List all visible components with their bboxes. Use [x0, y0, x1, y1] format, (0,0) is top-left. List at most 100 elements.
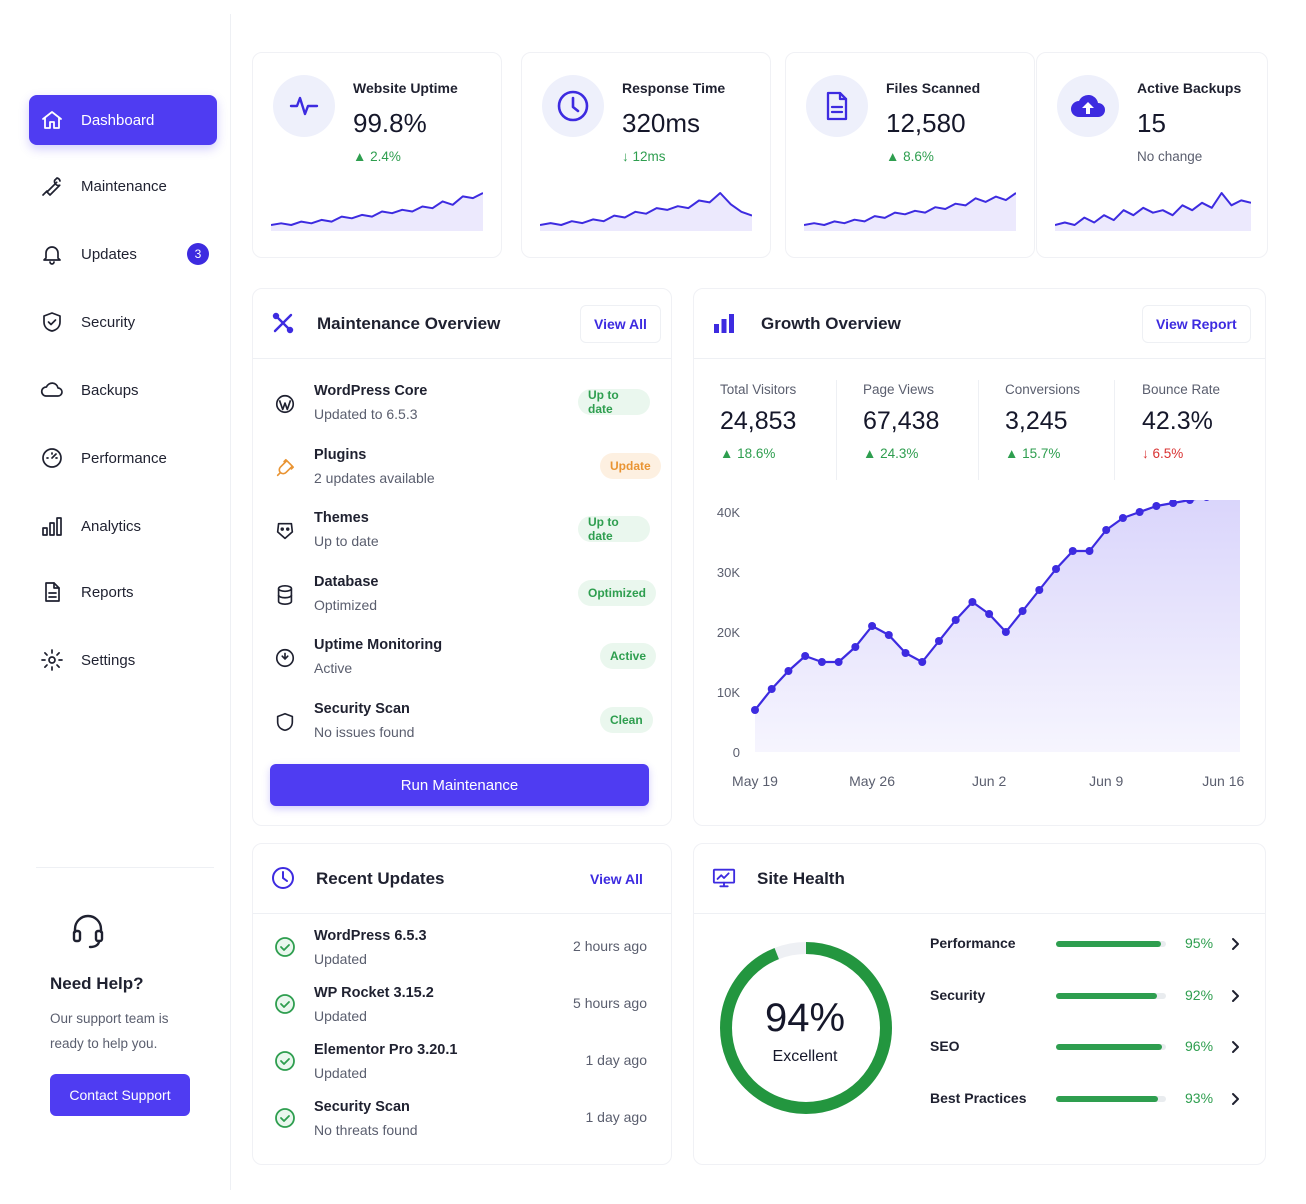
update-subtitle: Updated — [314, 951, 367, 967]
panel-title: Site Health — [757, 869, 845, 888]
gear-icon — [39, 647, 65, 673]
health-progress-fill — [1056, 1095, 1159, 1102]
sidebar-item-updates[interactable]: Updates 3 — [29, 229, 217, 279]
data-point[interactable] — [851, 643, 860, 651]
chevron-right-icon[interactable] — [1226, 1088, 1246, 1110]
help-title: Need Help? — [50, 974, 144, 993]
data-point[interactable] — [951, 616, 960, 624]
arrow-up-icon: ▲ — [886, 149, 904, 164]
sidebar-item-security[interactable]: Security — [29, 297, 217, 347]
y-tick-label: 0 — [733, 745, 740, 760]
check-circle-icon — [274, 936, 296, 958]
home-icon — [39, 107, 65, 133]
contact-support-button[interactable]: Contact Support — [50, 1074, 190, 1116]
status-badge: Active — [600, 643, 657, 670]
y-tick-label: 40K — [717, 505, 740, 520]
view-report-link[interactable]: View Report — [1142, 305, 1251, 343]
data-point[interactable] — [918, 658, 927, 666]
divider — [978, 380, 979, 480]
maintenance-view-all-link[interactable]: View All — [580, 305, 661, 343]
chevron-right-icon[interactable] — [1226, 985, 1246, 1007]
health-item-security[interactable]: Security 92% — [930, 985, 1250, 1009]
metric-delta-value: 6.5% — [1152, 446, 1184, 461]
health-item-best-practices[interactable]: Best Practices 93% — [930, 1088, 1250, 1112]
maintenance-overview-panel: Maintenance Overview View All — [252, 288, 672, 826]
maintenance-item-title: WordPress Core — [314, 383, 428, 399]
data-point[interactable] — [1052, 565, 1061, 573]
data-point[interactable] — [1203, 500, 1211, 501]
arrow-down-icon: ↓ — [1142, 446, 1153, 461]
x-tick-label: May 19 — [732, 773, 778, 789]
data-point[interactable] — [1001, 628, 1010, 636]
sidebar-item-reports[interactable]: Reports — [29, 567, 217, 617]
data-point[interactable] — [1169, 500, 1178, 507]
metric-conversions: Conversions 3,245 ▲ 15.7% — [1005, 382, 1080, 461]
panel-title: Growth Overview — [761, 314, 901, 333]
clock-icon — [271, 866, 295, 890]
run-maintenance-button[interactable]: Run Maintenance — [270, 764, 649, 806]
data-point[interactable] — [968, 598, 977, 606]
data-point[interactable] — [1118, 514, 1127, 522]
sidebar-item-performance[interactable]: Performance — [29, 433, 217, 483]
update-subtitle: Updated — [314, 1008, 367, 1024]
stat-label: Files Scanned — [886, 80, 981, 96]
sidebar: Dashboard Maintenance Updates 3 Security… — [14, 14, 231, 1190]
sidebar-item-maintenance[interactable]: Maintenance — [29, 161, 217, 211]
stat-label: Active Backups — [1137, 80, 1242, 96]
sidebar-item-label: Dashboard — [81, 111, 155, 129]
stat-card-active-backups: Active Backups 15 No change — [1036, 52, 1268, 258]
status-badge: Up to date — [578, 388, 650, 416]
data-point[interactable] — [1135, 508, 1144, 516]
data-point[interactable] — [1035, 586, 1044, 594]
wordpress-icon — [270, 389, 300, 419]
x-tick-label: Jun 16 — [1202, 773, 1244, 789]
health-item-seo[interactable]: SEO 96% — [930, 1036, 1250, 1060]
stat-delta: ▲ 8.6% — [886, 149, 934, 164]
data-point[interactable] — [1085, 547, 1094, 555]
sidebar-item-dashboard[interactable]: Dashboard — [29, 95, 217, 145]
data-point[interactable] — [817, 658, 826, 666]
metric-value: 42.3% — [1142, 407, 1213, 435]
sparkline-line — [271, 192, 483, 226]
check-circle-icon — [274, 1050, 296, 1072]
data-point[interactable] — [767, 685, 776, 693]
data-point[interactable] — [834, 658, 843, 666]
sidebar-item-analytics[interactable]: Analytics — [29, 501, 217, 551]
update-subtitle: Updated — [314, 1065, 367, 1081]
data-point[interactable] — [884, 631, 893, 639]
data-point[interactable] — [1068, 547, 1077, 555]
x-tick-label: Jun 2 — [972, 773, 1006, 789]
chevron-right-icon[interactable] — [1226, 1036, 1246, 1058]
wrench-icon — [39, 173, 65, 199]
data-point[interactable] — [801, 652, 810, 660]
data-point[interactable] — [985, 610, 994, 618]
arrow-up-icon: ▲ — [720, 446, 738, 461]
data-point[interactable] — [1018, 607, 1027, 615]
clock-icon — [542, 75, 604, 137]
health-item-performance[interactable]: Performance 95% — [930, 933, 1250, 957]
data-point[interactable] — [1102, 526, 1111, 534]
maintenance-item-uptime-monitoring: Uptime Monitoring Active Active — [270, 637, 657, 697]
data-point[interactable] — [901, 649, 910, 657]
maintenance-item-subtitle: No issues found — [314, 724, 415, 740]
stat-value: 320ms — [622, 108, 701, 138]
data-point[interactable] — [1152, 502, 1161, 510]
data-point[interactable] — [934, 637, 943, 645]
chevron-right-icon[interactable] — [1226, 933, 1246, 955]
status-badge[interactable]: Update — [600, 452, 661, 479]
data-point[interactable] — [784, 667, 793, 675]
shield-icon — [39, 309, 65, 335]
sidebar-item-backups[interactable]: Backups — [29, 365, 217, 415]
gauge-icon — [39, 445, 65, 471]
data-point[interactable] — [1185, 500, 1194, 504]
status-badge: Clean — [600, 707, 653, 733]
arrow-up-icon: ▲ — [353, 149, 371, 164]
health-score-value: 94% — [764, 996, 846, 1040]
updates-view-all-link[interactable]: View All — [577, 860, 656, 898]
arrow-up-icon: ▲ — [863, 446, 881, 461]
bell-icon — [39, 241, 65, 267]
maintenance-item-title: Security Scan — [314, 701, 410, 717]
sidebar-item-settings[interactable]: Settings — [29, 635, 217, 685]
data-point[interactable] — [868, 622, 877, 630]
data-point[interactable] — [751, 706, 759, 714]
